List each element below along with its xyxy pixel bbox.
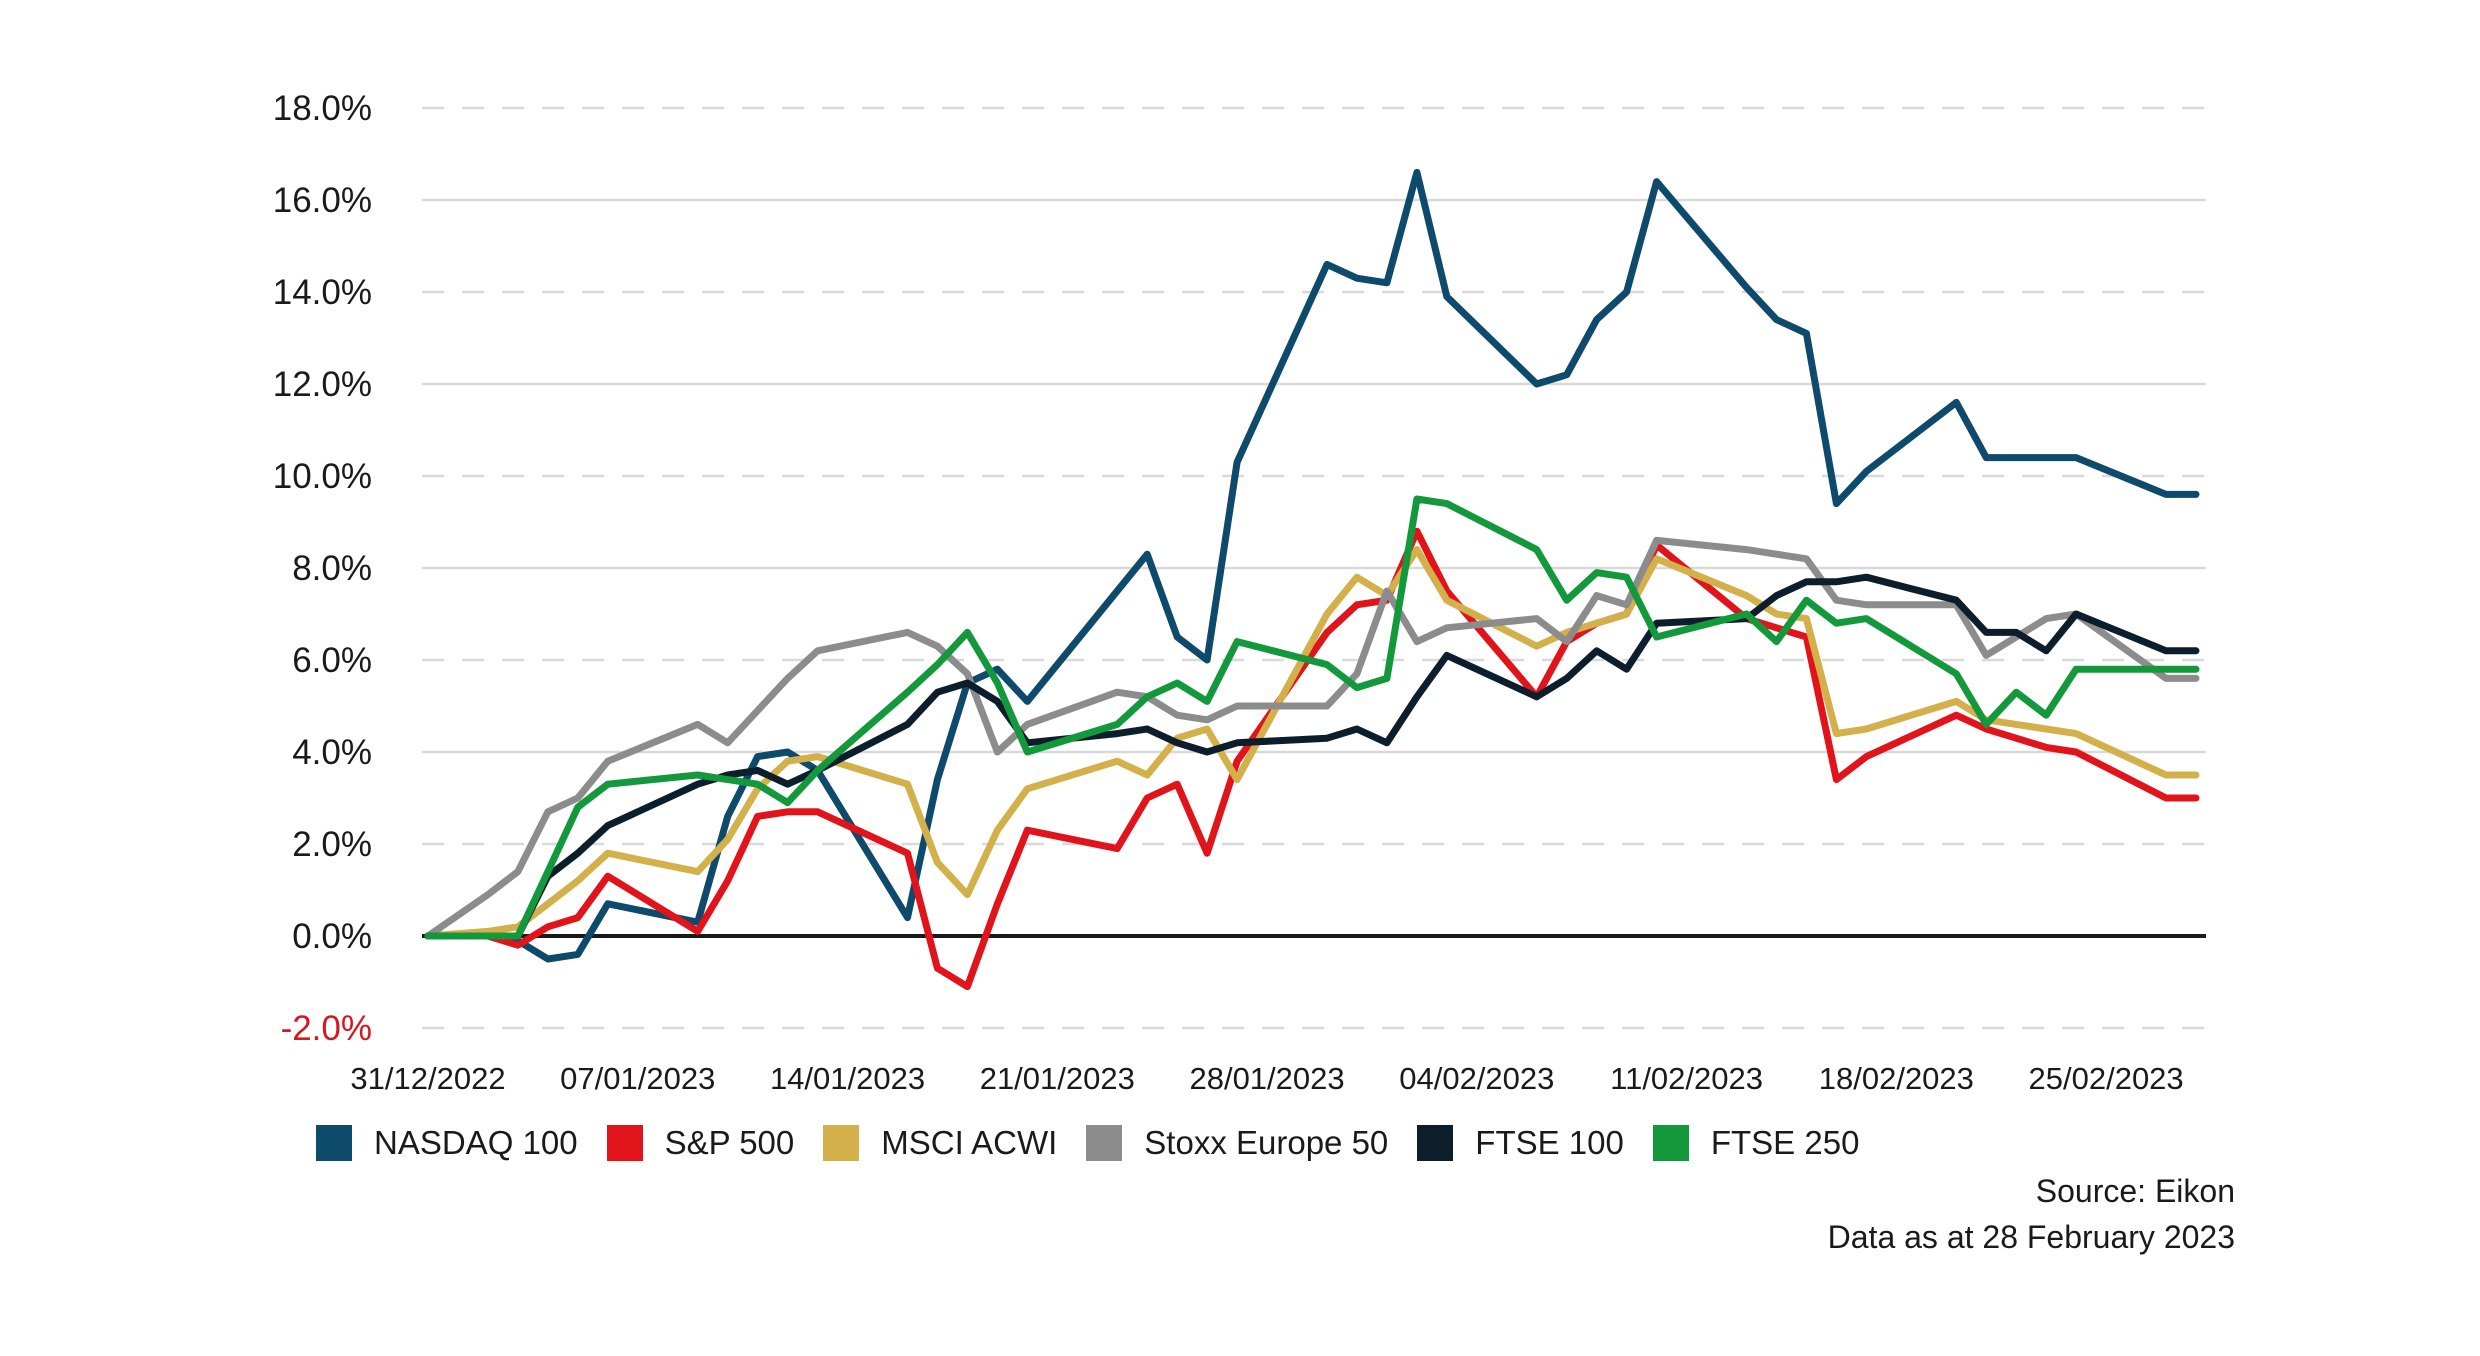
source-line: Source: Eikon — [2035, 1173, 2235, 1209]
legend-item-stoxx-europe-50: Stoxx Europe 50 — [1086, 1124, 1388, 1162]
legend-label-stoxx-europe-50: Stoxx Europe 50 — [1144, 1124, 1389, 1161]
series-lines — [424, 168, 2200, 991]
legend-item-msci-acwi: MSCI ACWI — [823, 1124, 1057, 1162]
y-tick-label: 18.0% — [273, 89, 372, 128]
legend-item-nasdaq-100: NASDAQ 100 — [316, 1124, 578, 1162]
legend-item-ftse-250: FTSE 250 — [1652, 1124, 1860, 1162]
x-tick-label: 25/02/2023 — [2029, 1061, 2184, 1096]
y-tick-label: 8.0% — [292, 549, 372, 588]
series-line-ftse-100 — [424, 573, 2200, 940]
legend-label-ftse-250: FTSE 250 — [1710, 1124, 1860, 1161]
y-tick-label: 14.0% — [273, 273, 372, 312]
legend-label-sp-500: S&P 500 — [664, 1124, 795, 1161]
legend-label-msci-acwi: MSCI ACWI — [881, 1124, 1058, 1161]
x-tick-label: 07/01/2023 — [560, 1061, 715, 1096]
legend-label-ftse-100: FTSE 100 — [1475, 1124, 1624, 1161]
legend-swatch-ftse-100 — [1417, 1125, 1454, 1161]
legend-item-sp-500: S&P 500 — [606, 1124, 795, 1162]
legend-label-nasdaq-100: NASDAQ 100 — [374, 1124, 578, 1161]
y-tick-label: 12.0% — [273, 365, 372, 404]
legend-swatch-ftse-250 — [1652, 1125, 1689, 1161]
series-line-nasdaq-100 — [424, 168, 2200, 963]
legend-swatch-nasdaq-100 — [316, 1125, 352, 1161]
y-tick-label: 6.0% — [292, 641, 372, 680]
y-tick-label: 10.0% — [273, 457, 372, 496]
series-line-ftse-250 — [424, 495, 2200, 940]
y-tick-label: -2.0% — [281, 1009, 372, 1048]
x-tick-label: 04/02/2023 — [1399, 1061, 1554, 1096]
legend-swatch-stoxx-europe-50 — [1086, 1125, 1123, 1161]
legend-swatch-msci-acwi — [823, 1125, 860, 1161]
series-line-msci-acwi — [424, 546, 2200, 940]
legend-item-ftse-100: FTSE 100 — [1417, 1124, 1624, 1162]
source-note: Source: Eikon Data as at 28 February 202… — [1828, 1168, 2235, 1260]
x-tick-label: 21/01/2023 — [980, 1061, 1135, 1096]
legend-swatch-sp-500 — [606, 1125, 643, 1161]
series-line-s-p-500 — [424, 527, 2200, 991]
x-axis-ticks: 31/12/2022 07/01/2023 14/01/2023 21/01/2023… — [350, 1061, 2183, 1096]
y-tick-label: 2.0% — [292, 825, 372, 864]
legend: NASDAQ 100 S&P 500 MSCI ACWI Stoxx Europ… — [316, 1124, 1888, 1162]
x-tick-label: 14/01/2023 — [770, 1061, 925, 1096]
x-tick-label: 18/02/2023 — [1819, 1061, 1974, 1096]
series-line-stoxx-europe-50 — [424, 536, 2200, 940]
y-tick-label: 16.0% — [273, 181, 372, 220]
y-tick-label: 0.0% — [292, 917, 372, 956]
y-tick-label: 4.0% — [292, 733, 372, 772]
y-axis-ticks: 18.0% 16.0% 14.0% 12.0% 10.0% 8.0% 6.0% 4.0% 2.0… — [273, 89, 372, 1048]
x-tick-label: 11/02/2023 — [1610, 1061, 1763, 1096]
x-tick-label: 28/01/2023 — [1189, 1061, 1344, 1096]
gridlines — [422, 106, 2206, 1030]
x-tick-label: 31/12/2022 — [350, 1061, 505, 1096]
data-date-line: Data as at 28 February 2023 — [1827, 1219, 2235, 1255]
